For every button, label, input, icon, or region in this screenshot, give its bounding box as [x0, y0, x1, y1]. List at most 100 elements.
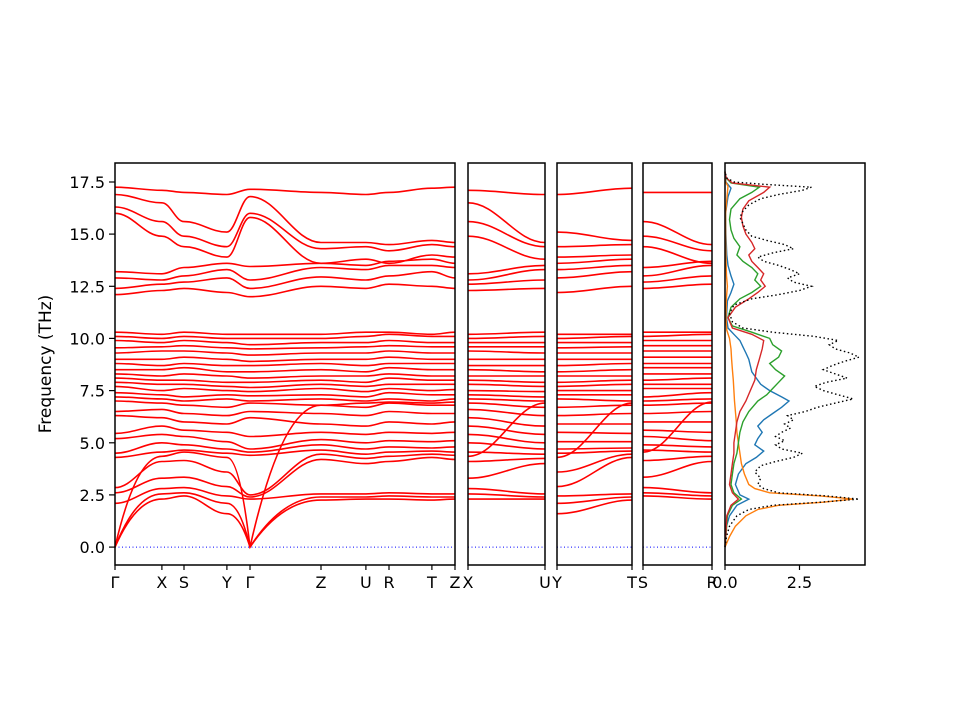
band-line [467, 493, 546, 498]
band-line [467, 335, 546, 340]
band-line [114, 396, 456, 402]
k-point-label: X [156, 573, 167, 592]
band-line [114, 333, 455, 340]
band-line [556, 493, 633, 497]
band-line [467, 189, 546, 196]
panel-border [467, 162, 546, 566]
band-line [114, 377, 455, 384]
y-tick-label: 12.5 [69, 277, 105, 296]
k-point-label: Γ [246, 573, 255, 592]
band-line [556, 379, 633, 384]
band-line [467, 279, 546, 285]
band-line [642, 444, 713, 448]
band-line [114, 344, 455, 350]
band-line [642, 402, 713, 406]
band-line [556, 431, 633, 435]
pdos-4-curve [724, 171, 772, 548]
k-point-label: Γ [111, 573, 120, 592]
band-line [114, 486, 455, 505]
band-line [556, 285, 633, 294]
band-line [642, 455, 713, 462]
panel-border [724, 162, 866, 566]
band-line [467, 287, 546, 292]
band-line [467, 235, 546, 260]
band-line [115, 366, 455, 373]
band-line [467, 416, 546, 427]
band-line [556, 231, 633, 242]
dos-tick-label: 2.5 [787, 573, 812, 592]
band-line [114, 264, 456, 281]
band-line [556, 404, 633, 409]
band-line [556, 362, 633, 367]
k-point-label: S [638, 573, 648, 592]
y-tick-label: 5.0 [80, 434, 105, 453]
band-line [114, 381, 455, 389]
band-line [642, 492, 713, 497]
band-line [114, 385, 456, 393]
pdos-3-curve [724, 171, 786, 548]
band-line [642, 429, 713, 434]
y-axis-label: Frequency (THz) [36, 294, 56, 434]
band-line [467, 202, 546, 244]
band-line [467, 408, 546, 417]
band-line [556, 258, 633, 265]
k-point-label: U [539, 573, 551, 592]
band-line [642, 245, 713, 265]
band-line [556, 368, 633, 373]
k-point-label: T [426, 573, 437, 592]
band-line [114, 339, 455, 346]
band-line [114, 212, 456, 265]
pdos-1-curve [724, 171, 791, 548]
band-line [114, 400, 455, 409]
band-line [556, 496, 633, 505]
band-line [114, 283, 456, 298]
band-line [467, 457, 546, 463]
band-line [556, 383, 633, 388]
band-line [467, 402, 546, 409]
band-line [114, 495, 456, 549]
panel-border [556, 162, 633, 566]
band-line [114, 186, 456, 196]
band-line [114, 456, 456, 498]
band-line [114, 425, 456, 438]
band-line [114, 206, 456, 252]
band-line [467, 350, 546, 354]
band-line [642, 391, 713, 398]
band-line [467, 383, 546, 388]
band-line [467, 379, 546, 384]
band-line [114, 433, 456, 450]
band-line [556, 447, 633, 450]
y-tick-label: 10.0 [69, 329, 105, 348]
y-tick-label: 0.0 [80, 538, 105, 557]
k-point-label: S [179, 573, 189, 592]
k-point-label: Z [316, 573, 327, 592]
band-line [114, 350, 455, 356]
k-point-label: T [626, 573, 637, 592]
y-tick-label: 7.5 [80, 382, 105, 401]
band-line [556, 335, 633, 340]
band-line [467, 442, 546, 450]
band-line [114, 414, 456, 427]
band-line [114, 373, 455, 379]
band-line [556, 499, 633, 515]
band-line [556, 264, 633, 271]
y-tick-label: 17.5 [69, 173, 105, 192]
band-line [467, 462, 546, 479]
band-line [556, 346, 633, 349]
band-line [114, 331, 456, 336]
band-line [642, 283, 713, 290]
k-point-label: R [706, 573, 717, 592]
y-tick-label: 2.5 [80, 486, 105, 505]
band-line [556, 270, 633, 279]
panel-border [642, 162, 713, 566]
band-line [114, 453, 456, 496]
k-point-label: R [383, 573, 394, 592]
band-line [556, 412, 633, 417]
band-line [114, 258, 456, 275]
k-point-label: X [463, 573, 474, 592]
band-line [642, 460, 713, 478]
